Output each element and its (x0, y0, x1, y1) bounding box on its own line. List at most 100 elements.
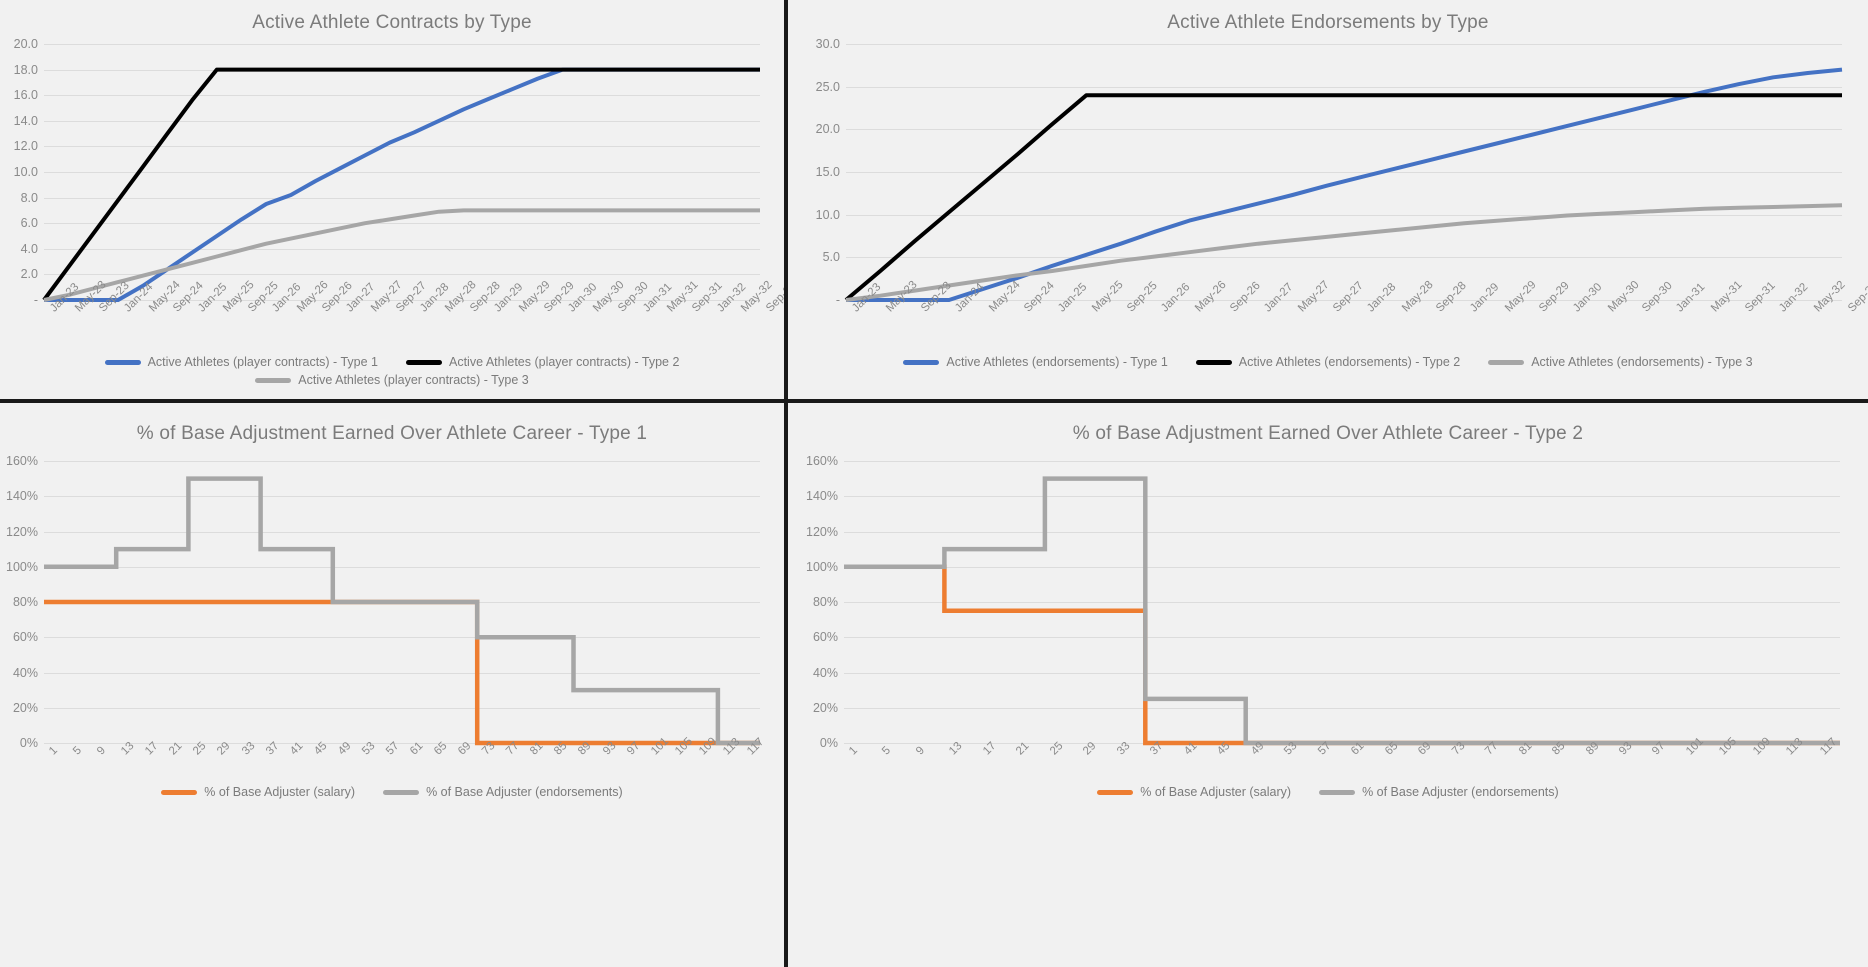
gridline (44, 672, 760, 674)
legend-label: % of Base Adjuster (salary) (1140, 785, 1292, 799)
y-axis-tick: 12.0 (13, 139, 38, 154)
chart-panel-active-athlete-contracts: Active Athlete Contracts by Type - 2.0 4.0… (0, 0, 786, 401)
legend-label: Active Athletes (endorsements) - Type 2 (1238, 355, 1461, 369)
y-axis-tick: 6.0 (20, 216, 38, 231)
legend-item[interactable]: Active Athletes (player contracts) - Typ… (392, 355, 693, 369)
x-axis-tick: 9 (913, 744, 927, 758)
series-layer (44, 476, 760, 746)
y-axis-tick: 30.0 (815, 37, 840, 51)
y-axis-tick: 15.0 (815, 165, 840, 179)
series-layer (844, 476, 1840, 746)
y-axis-tick: 18.0 (13, 62, 38, 77)
legend-item[interactable]: % of Base Adjuster (endorsements) (369, 785, 637, 799)
legend-item[interactable]: Active Athletes (player contracts) - Typ… (91, 355, 392, 369)
data-series-line (44, 599, 760, 746)
gridline (846, 257, 1842, 259)
gridline (844, 707, 1840, 709)
gridline (844, 637, 1840, 639)
gridline (844, 461, 1840, 462)
chart-legend-contracts: Active Athletes (player contracts) - Typ… (0, 355, 784, 387)
gridline (44, 637, 760, 639)
y-axis-tick: - (33, 293, 38, 307)
y-axis-tick: 8.0 (20, 190, 38, 205)
legend-item[interactable]: Active Athletes (endorsements) - Type 3 (1474, 355, 1766, 369)
y-axis-tick: 60% (12, 630, 38, 645)
y-axis-tick: 5.0 (822, 250, 840, 265)
page-title: % of Base Adjustment Earned Over Athlete… (136, 423, 648, 444)
y-axis-tick: 100% (6, 559, 38, 574)
legend-item[interactable]: Active Athletes (endorsements) - Type 2 (1182, 355, 1474, 369)
data-series-line (844, 476, 1840, 746)
y-axis-tick: 140% (6, 489, 38, 504)
data-series-line (43, 208, 760, 302)
y-axis-tick: 140% (806, 489, 838, 504)
y-axis-tick: 20.0 (13, 37, 38, 51)
legend-label: % of Base Adjuster (endorsements) (426, 785, 623, 799)
legend-label: % of Base Adjuster (endorsements) (1362, 785, 1559, 799)
legend-label: Active Athletes (player contracts) - Typ… (147, 355, 378, 369)
page-title: Active Athlete Contracts by Type (252, 12, 532, 33)
gridline (44, 44, 760, 45)
y-axis-tick: 0% (19, 736, 38, 750)
plot-area-type1: 0% 20% 40% 60% 80% 100% 120% 140% 160% 1 5 9 13 17 21 2… (6, 454, 766, 757)
x-axis-tick: 5 (880, 744, 894, 758)
page-title: Active Athlete Endorsements by Type (1167, 12, 1489, 33)
legend-swatch-icon (1488, 359, 1525, 365)
data-series-line (44, 67, 760, 302)
gridline (846, 44, 1842, 45)
gridline (44, 461, 760, 462)
gridline (44, 95, 760, 97)
y-axis-tick: 160% (6, 454, 38, 468)
legend-label: Active Athletes (endorsements) - Type 3 (1531, 355, 1753, 369)
y-axis-tick: 20% (12, 700, 38, 715)
plot-area-contracts: -2.0 4.0 6.0 8.0 10.0 12.0 14.0 16.0 18.0 20.0 Jan… (14, 37, 784, 314)
legend-label: % of Base Adjuster (salary) (204, 785, 356, 799)
gridline (844, 566, 1840, 568)
gridline (44, 223, 760, 225)
chart-legend-type1: % of Base Adjuster (salary) % of Base Adj… (0, 785, 784, 799)
gridline (44, 496, 760, 498)
legend-swatch-icon (1097, 789, 1134, 795)
chart-legend-type2: % of Base Adjuster (salary) % of Base Adj… (788, 785, 1868, 799)
y-axis-tick: 80% (812, 595, 838, 609)
legend-item[interactable]: Active Athletes (endorsements) - Type 1 (889, 355, 1181, 369)
gridline (44, 531, 760, 533)
y-axis-tick: 25.0 (815, 79, 840, 94)
gridline (844, 496, 1840, 498)
gridline (846, 214, 1842, 216)
gridline (846, 172, 1842, 173)
series-layer (844, 67, 1843, 302)
y-axis-tick: 60% (812, 630, 838, 645)
y-axis-tick: 0% (819, 736, 838, 750)
chart-panel-active-athlete-endorsements: Active Athlete Endorsements by Type - 5.0… (786, 0, 1868, 401)
chart-legend-endorsements: Active Athletes (endorsements) - Type 1 A… (788, 355, 1868, 369)
legend-item[interactable]: Active Athletes (player contracts) - Typ… (241, 373, 542, 387)
gridline (44, 146, 760, 148)
data-series-line (42, 67, 760, 302)
gridline (44, 707, 760, 709)
data-series-line (844, 93, 1842, 302)
x-axis-tick: 1 (847, 744, 861, 758)
legend-swatch-icon (255, 377, 292, 383)
x-axis-tick: 1 (47, 744, 61, 758)
data-series-line (44, 476, 760, 746)
gridline (846, 129, 1842, 131)
legend-swatch-icon (406, 359, 442, 365)
legend-label: Active Athletes (player contracts) - Typ… (298, 373, 529, 387)
y-axis-tick: 20.0 (815, 122, 840, 137)
y-axis-tick: 160% (806, 454, 838, 468)
gridline (44, 248, 760, 250)
y-axis-tick: 100% (806, 559, 838, 574)
legend-item[interactable]: % of Base Adjuster (endorsements) (1305, 785, 1573, 799)
data-series-line (845, 203, 1843, 302)
gridline (44, 566, 760, 568)
series-layer (42, 67, 760, 302)
legend-item[interactable]: % of Base Adjuster (salary) (1083, 785, 1305, 799)
chart-panel-base-adjustment-type1: % of Base Adjustment Earned Over Athlete… (0, 401, 786, 967)
y-axis-tick: 10.0 (13, 165, 38, 179)
legend-swatch-icon (161, 789, 198, 795)
gridline (844, 602, 1840, 603)
legend-item[interactable]: % of Base Adjuster (salary) (147, 785, 369, 799)
y-axis-tick: 40% (812, 665, 838, 680)
